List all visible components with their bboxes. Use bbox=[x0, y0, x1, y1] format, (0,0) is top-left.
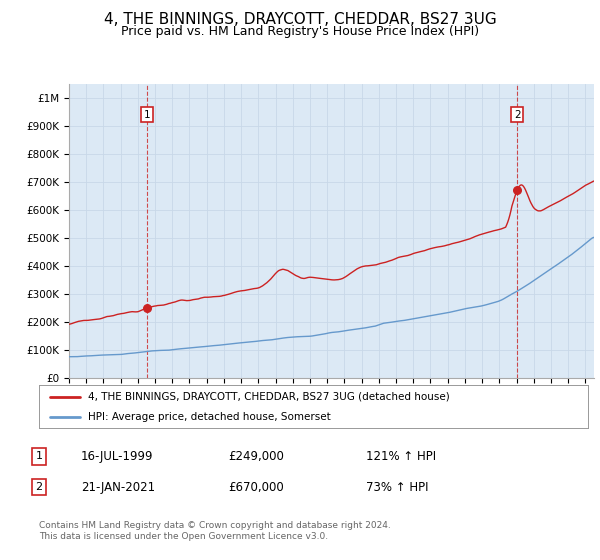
Text: 1: 1 bbox=[144, 110, 151, 120]
Point bbox=[142, 304, 152, 312]
Text: £249,000: £249,000 bbox=[228, 450, 284, 463]
Text: HPI: Average price, detached house, Somerset: HPI: Average price, detached house, Some… bbox=[88, 413, 331, 422]
Text: 1: 1 bbox=[35, 451, 43, 461]
Text: Contains HM Land Registry data © Crown copyright and database right 2024.: Contains HM Land Registry data © Crown c… bbox=[39, 521, 391, 530]
Text: 21-JAN-2021: 21-JAN-2021 bbox=[81, 480, 155, 494]
Text: 121% ↑ HPI: 121% ↑ HPI bbox=[366, 450, 436, 463]
Text: 73% ↑ HPI: 73% ↑ HPI bbox=[366, 480, 428, 494]
Text: 4, THE BINNINGS, DRAYCOTT, CHEDDAR, BS27 3UG (detached house): 4, THE BINNINGS, DRAYCOTT, CHEDDAR, BS27… bbox=[88, 392, 450, 402]
Text: 2: 2 bbox=[35, 482, 43, 492]
Text: 4, THE BINNINGS, DRAYCOTT, CHEDDAR, BS27 3UG: 4, THE BINNINGS, DRAYCOTT, CHEDDAR, BS27… bbox=[104, 12, 496, 27]
Text: 16-JUL-1999: 16-JUL-1999 bbox=[81, 450, 154, 463]
Text: Price paid vs. HM Land Registry's House Price Index (HPI): Price paid vs. HM Land Registry's House … bbox=[121, 25, 479, 38]
Text: This data is licensed under the Open Government Licence v3.0.: This data is licensed under the Open Gov… bbox=[39, 532, 328, 541]
Text: £670,000: £670,000 bbox=[228, 480, 284, 494]
Text: 2: 2 bbox=[514, 110, 521, 120]
Point bbox=[512, 186, 522, 195]
